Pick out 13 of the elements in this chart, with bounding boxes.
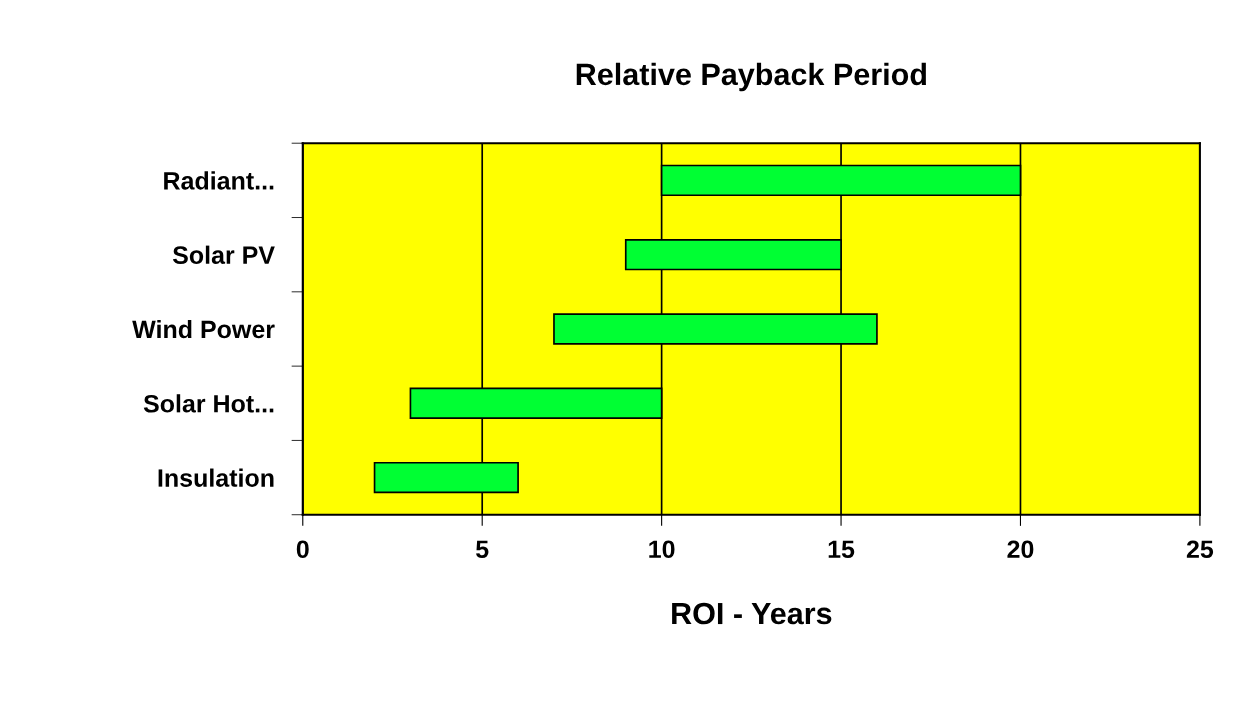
x-tick-label: 10 [649,540,675,559]
chart-title: Relative Payback Period [576,62,926,92]
x-axis-title: ROI - Years [672,602,832,625]
y-tick-label: Insulation [158,468,274,487]
x-tick-label: 15 [828,540,855,559]
y-tick-label: Wind Power [132,319,275,339]
x-tick-label: 20 [1007,540,1034,559]
x-tick-label: 5 [476,540,489,559]
y-tick-label: Radiant... [164,171,274,190]
y-tick-label: Solar PV [172,245,275,264]
y-tick-label: Solar Hot... [143,394,274,413]
x-tick-label: 0 [296,540,309,559]
x-tick-label: 25 [1186,540,1214,559]
